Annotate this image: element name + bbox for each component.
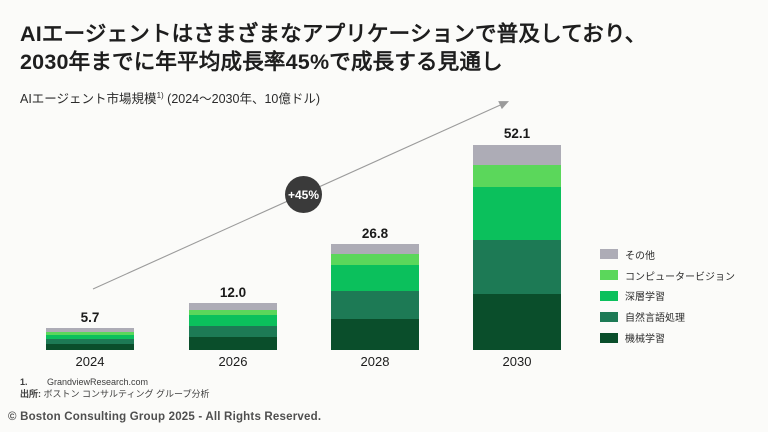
legend-swatch — [600, 249, 618, 260]
bar-2026 — [189, 302, 277, 350]
legend-swatch — [600, 332, 618, 343]
total-label-2028: 26.8 — [361, 226, 389, 242]
segment-コンピュータービジョン — [331, 254, 419, 266]
source-line: 出所: ボストン コンサルティング グループ分析 — [20, 389, 209, 401]
segment-その他 — [331, 244, 419, 255]
segment-深層学習 — [46, 334, 134, 339]
segment-機械学習 — [189, 337, 277, 350]
segment-自然言語処理 — [189, 326, 277, 338]
segment-自然言語処理 — [331, 290, 419, 319]
segment-コンピュータービジョン — [189, 309, 277, 315]
segment-深層学習 — [189, 314, 277, 327]
year-label-2024: 2024 — [75, 354, 105, 369]
total-label-2030: 52.1 — [503, 126, 531, 142]
segment-その他 — [473, 144, 561, 166]
segment-深層学習 — [473, 186, 561, 240]
slide-title: AIエージェントはさまざまなアプリケーションで普及しており、 2030年までに年… — [20, 20, 740, 77]
legend-swatch — [600, 311, 618, 322]
legend-item-自然言語処理: 自然言語処理 — [600, 306, 735, 327]
legend-item-機械学習: 機械学習 — [600, 327, 735, 348]
segment-自然言語処理 — [46, 338, 134, 344]
chart-legend: その他コンピュータービジョン 深層学習自然言語処理 機械学習 — [600, 244, 735, 348]
segment-コンピュータービジョン — [46, 331, 134, 335]
bar-2028 — [331, 244, 419, 350]
segment-自然言語処理 — [473, 239, 561, 295]
segment-コンピュータービジョン — [473, 165, 561, 187]
footnotes: 1. GrandviewResearch.com 出所: ボストン コンサルティン… — [20, 377, 209, 400]
legend-label: 機械学習 — [625, 334, 665, 346]
segment-その他 — [46, 327, 134, 332]
segment-機械学習 — [473, 294, 561, 350]
slide-title-line2: 2030年までに年平均成長率45%で成長する見通し — [20, 50, 503, 75]
legend-item-コンピュータービジョン: コンピュータービジョン — [600, 265, 735, 286]
footnote-line: 1. GrandviewResearch.com — [20, 377, 209, 389]
legend-item-深層学習: 深層学習 — [600, 286, 735, 307]
segment-機械学習 — [46, 343, 134, 350]
cagr-badge: +45% — [285, 176, 322, 213]
legend-swatch — [600, 290, 618, 301]
legend-label: その他 — [625, 250, 655, 262]
segment-その他 — [189, 302, 277, 310]
legend-item-その他: その他 — [600, 244, 735, 265]
total-label-2024: 5.7 — [80, 309, 100, 325]
footnote-number: 1. — [20, 377, 28, 387]
source-label: 出所: — [20, 388, 41, 399]
legend-label: 深層学習 — [625, 292, 665, 304]
legend-label: コンピュータービジョン — [625, 271, 735, 283]
slide-title-line1: AIエージェントはさまざまなアプリケーションで普及しており、 — [20, 22, 647, 46]
footnote-text: GrandviewResearch.com — [47, 377, 149, 387]
year-label-2026: 2026 — [218, 354, 248, 369]
legend-label: 自然言語処理 — [625, 313, 685, 325]
bar-2030 — [473, 144, 561, 350]
segment-機械学習 — [331, 318, 419, 350]
copyright-notice: © Boston Consulting Group 2025 - All Rig… — [8, 411, 322, 423]
segment-深層学習 — [331, 265, 419, 291]
total-label-2026: 12.0 — [219, 284, 247, 300]
year-label-2030: 2030 — [502, 354, 532, 369]
source-text: ボストン コンサルティング グループ分析 — [43, 388, 210, 399]
footnote-marker: 1) — [156, 90, 164, 100]
year-label-2028: 2028 — [360, 354, 390, 369]
bar-2024 — [46, 327, 134, 350]
legend-swatch — [600, 270, 618, 281]
